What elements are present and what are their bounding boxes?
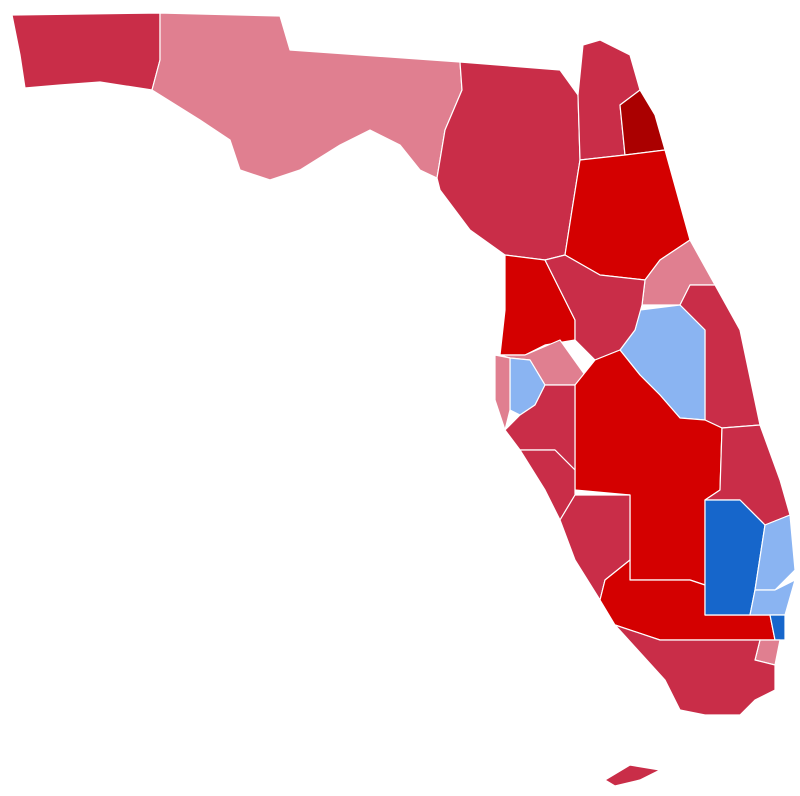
district [754,514,796,591]
district [604,764,661,787]
district [11,12,161,91]
district [494,354,511,431]
district [614,624,776,716]
district [151,12,463,181]
district [769,614,786,641]
district [619,89,666,156]
district [544,254,646,361]
